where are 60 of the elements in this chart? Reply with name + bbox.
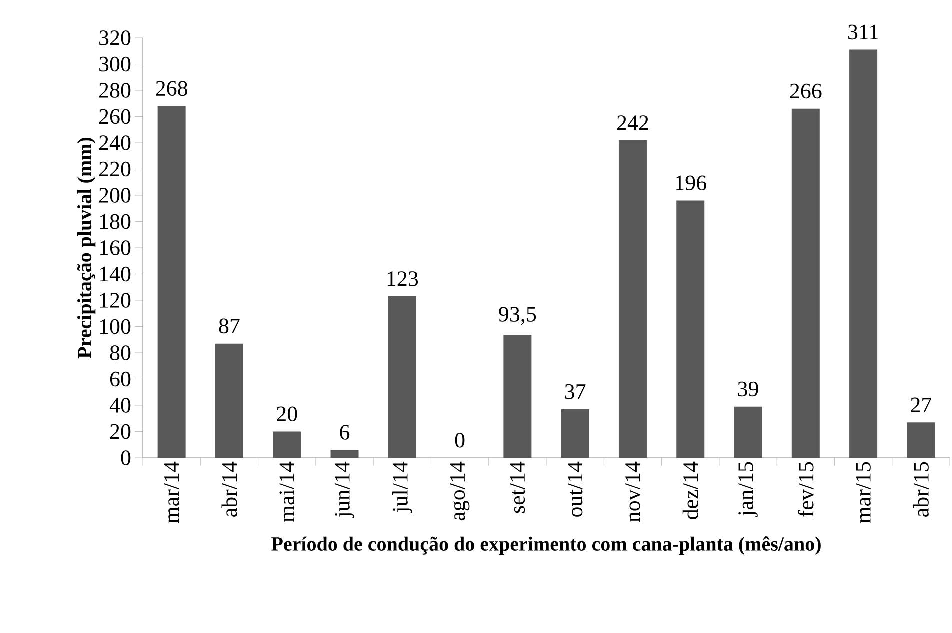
y-tick-label: 220	[99, 162, 131, 177]
data-label: 6	[340, 425, 350, 440]
y-tick-label: 200	[99, 188, 131, 203]
x-tick-label: fev/15	[798, 462, 814, 518]
bar	[618, 140, 647, 458]
y-tick-label: 120	[100, 293, 131, 308]
y-tick-label: 300	[100, 56, 131, 72]
data-label: 93,5	[499, 307, 536, 326]
bar	[388, 296, 416, 458]
data-label: 87	[219, 318, 240, 334]
y-tick-label: 100	[100, 319, 131, 334]
bar	[215, 344, 244, 458]
y-tick-label: 160	[100, 240, 131, 256]
y-axis-title: Precipitação pluvial (mm)	[77, 138, 96, 359]
y-tick-label: 80	[110, 346, 131, 360]
y-tick-label: 180	[100, 214, 131, 230]
bar	[850, 50, 878, 458]
x-tick-label: nov/14	[626, 462, 640, 522]
y-tick-label: 260	[99, 109, 131, 124]
bar	[907, 422, 936, 458]
bar	[158, 106, 186, 458]
x-tick-label: set/14	[510, 462, 526, 514]
x-tick-label: jan/15	[738, 462, 758, 518]
data-label: 311	[848, 24, 878, 40]
bar	[273, 432, 302, 458]
x-tick-label: jul/14	[392, 462, 412, 514]
y-tick-label: 40	[110, 398, 131, 413]
x-tick-label: jun/14	[335, 462, 354, 518]
x-tick-label: abr/15	[913, 462, 929, 517]
bar	[561, 409, 590, 458]
data-label: 37	[565, 384, 586, 400]
data-label: 20	[277, 406, 298, 422]
bar	[734, 406, 762, 458]
x-tick-label: mai/14	[280, 462, 295, 522]
y-tick-label: 60	[110, 372, 131, 387]
bar	[676, 200, 705, 458]
x-axis-title: Período de condução do experimento com cana-planta (mês/ano)	[272, 536, 821, 556]
data-label: 196	[676, 176, 706, 191]
bar	[504, 335, 532, 458]
bar	[792, 108, 820, 458]
x-tick-label: abr/14	[222, 462, 238, 517]
y-tick-label: 240	[99, 136, 131, 150]
y-tick-label: 140	[100, 266, 131, 282]
data-label: 0	[455, 432, 465, 448]
x-tick-label: mar/14	[164, 462, 180, 524]
data-label: 27	[911, 398, 932, 412]
bar	[330, 450, 359, 458]
x-tick-label: out/14	[568, 462, 583, 517]
data-label: 266	[790, 84, 822, 99]
x-tick-label: mar/15	[856, 462, 871, 524]
y-tick-label: 280	[99, 83, 131, 98]
y-tick-label: 20	[110, 424, 131, 440]
x-tick-label: dez/14	[682, 462, 698, 520]
x-tick-label: ago/14	[450, 462, 470, 521]
data-label: 123	[388, 272, 418, 286]
data-label: 39	[738, 382, 758, 397]
data-label: 242	[617, 116, 648, 130]
y-tick-label: 320	[100, 30, 131, 46]
data-label: 268	[156, 81, 188, 96]
y-tick-label: 0	[121, 450, 131, 466]
